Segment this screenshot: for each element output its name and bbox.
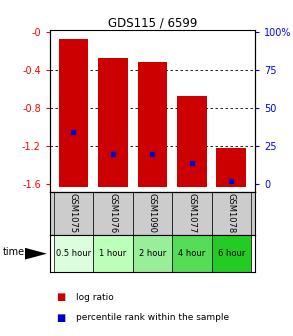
- Bar: [177, 96, 207, 187]
- Bar: [133, 235, 172, 272]
- Text: GSM1075: GSM1075: [69, 193, 78, 234]
- Text: 1 hour: 1 hour: [99, 249, 127, 258]
- Title: GDS115 / 6599: GDS115 / 6599: [108, 16, 197, 29]
- Text: time: time: [3, 247, 25, 257]
- Bar: [212, 235, 251, 272]
- Bar: [59, 39, 88, 187]
- Text: log ratio: log ratio: [76, 293, 114, 302]
- Bar: [98, 58, 128, 187]
- Text: 2 hour: 2 hour: [139, 249, 166, 258]
- Text: ■: ■: [56, 292, 65, 302]
- Bar: [212, 192, 251, 235]
- Bar: [93, 192, 133, 235]
- Text: GSM1077: GSM1077: [187, 193, 196, 234]
- Bar: [93, 235, 133, 272]
- Text: 0.5 hour: 0.5 hour: [56, 249, 91, 258]
- Text: ■: ■: [56, 312, 65, 323]
- Text: GSM1090: GSM1090: [148, 193, 157, 234]
- Bar: [138, 62, 167, 187]
- Bar: [54, 192, 93, 235]
- Text: 6 hour: 6 hour: [218, 249, 245, 258]
- Text: 4 hour: 4 hour: [178, 249, 205, 258]
- Text: percentile rank within the sample: percentile rank within the sample: [76, 313, 229, 322]
- Bar: [217, 148, 246, 187]
- Text: GSM1076: GSM1076: [108, 193, 117, 234]
- Bar: [54, 235, 93, 272]
- Text: GSM1078: GSM1078: [227, 193, 236, 234]
- Bar: [133, 192, 172, 235]
- Bar: [172, 192, 212, 235]
- Bar: [172, 235, 212, 272]
- Polygon shape: [25, 248, 47, 259]
